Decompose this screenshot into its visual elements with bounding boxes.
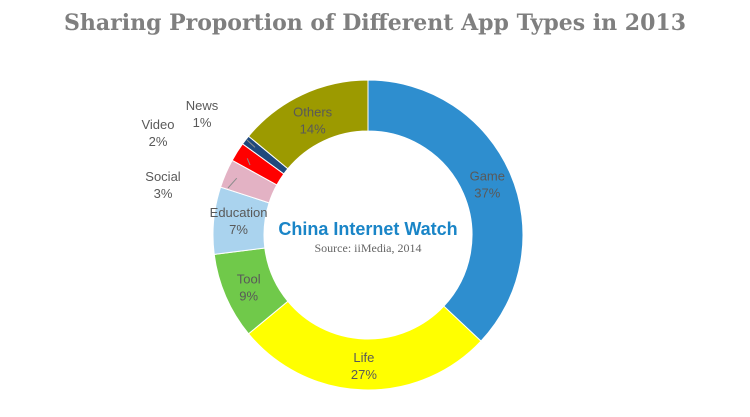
- slice-life: [247, 300, 482, 391]
- slice-others: [247, 79, 369, 170]
- leader-line-news: [246, 139, 256, 148]
- slice-label-tool: Tool: [237, 272, 261, 287]
- slice-value-life: 27%: [351, 367, 377, 382]
- slice-label-news: News: [186, 98, 219, 113]
- slice-label-others: Others: [293, 104, 333, 119]
- slice-label-video: Video: [141, 117, 174, 132]
- slice-game: [367, 79, 524, 342]
- slice-label-education: Education: [210, 205, 268, 220]
- slice-label-life: Life: [353, 350, 374, 365]
- leader-lines: [227, 139, 256, 189]
- slice-value-tool: 9%: [239, 289, 258, 304]
- chart-title: Sharing Proportion of Different App Type…: [63, 10, 686, 36]
- leader-line-video: [246, 158, 251, 166]
- slice-label-game: Game: [470, 168, 505, 183]
- slices-layer: [212, 79, 524, 391]
- slice-value-social: 3%: [154, 186, 173, 201]
- slice-label-social: Social: [145, 169, 181, 184]
- slice-value-news: 1%: [193, 115, 212, 130]
- source-note: Source: iiMedia, 2014: [315, 241, 422, 255]
- leader-line-social: [227, 177, 238, 189]
- watermark: China Internet Watch: [278, 219, 457, 239]
- slice-value-video: 2%: [149, 134, 168, 149]
- slice-value-education: 7%: [229, 222, 248, 237]
- slice-value-game: 37%: [474, 185, 500, 200]
- slice-value-others: 14%: [300, 121, 326, 136]
- slice-labels: Game 37% Life 27% Tool 9% Education 7% Social 3% V…: [141, 98, 505, 382]
